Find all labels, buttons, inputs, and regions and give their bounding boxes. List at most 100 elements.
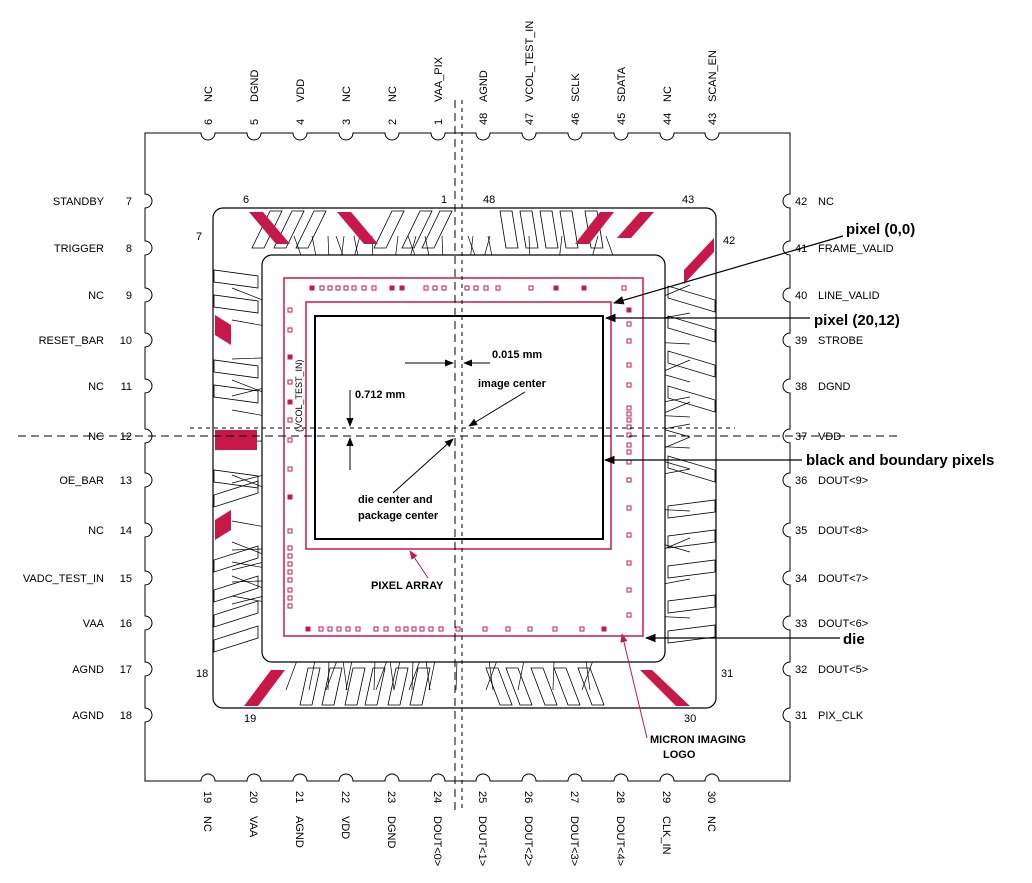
pin-label-43-scan-en: SCAN_EN [707, 50, 719, 102]
bond-finger-top-9 [539, 210, 559, 249]
pin-num-29: 29 [660, 791, 672, 803]
pin-num-11: 11 [121, 381, 132, 393]
die-pad-top-4 [335, 285, 341, 291]
die [261, 254, 666, 663]
pin-num-13: 13 [120, 475, 132, 487]
pin-label-17-agnd: AGND [72, 664, 104, 676]
pin-label-10-reset-bar: RESET_BAR [39, 335, 104, 347]
black-boundary-pixels [283, 277, 644, 637]
die-pad-right-18 [626, 587, 632, 593]
pin-num-47: 47 [524, 113, 536, 125]
pin-label-20-vaa: VAA [247, 816, 259, 838]
die-pad-bottom-18 [527, 626, 533, 632]
die-pad-right-12 [626, 449, 632, 455]
die-pad-left-4 [287, 379, 293, 385]
lead-red-left-1 [215, 315, 231, 345]
pixel-array-label: PIXEL ARRAY [371, 580, 444, 592]
annotations: (VCOL_TEST_IN) 0.015 mm 0.712 mm image c… [294, 221, 994, 761]
pin-num-27: 27 [568, 791, 580, 803]
die-pad-right-7 [626, 411, 632, 417]
pin-label-14-nc: NC [88, 525, 104, 537]
bond-finger-top-5 [401, 210, 433, 249]
offset-y-label: 0.712 mm [355, 389, 405, 401]
die-pad-top-2 [319, 285, 325, 291]
bond-finger-right-1 [667, 285, 716, 313]
pin-num-21: 21 [293, 791, 305, 803]
die-pad-bottom-10 [403, 626, 409, 632]
pin-num-36: 36 [795, 475, 807, 487]
die-pad-left-15 [287, 577, 293, 583]
pin-num-30: 30 [705, 791, 717, 803]
pin-num-5: 5 [249, 119, 261, 125]
pin-label-41-frame-valid: FRAME_VALID [818, 243, 894, 255]
bond-finger-top-1 [251, 210, 283, 249]
bond-finger-right-10 [667, 624, 716, 644]
pin-label-28-dout-4: DOUT<4> [614, 816, 626, 866]
pin-num-23: 23 [385, 791, 397, 803]
pin-num-2: 2 [387, 119, 399, 125]
active-pixel-array [314, 315, 604, 540]
pin-num-20: 20 [247, 791, 259, 803]
die-pad-left-2 [287, 327, 293, 333]
die-pad-left-16 [287, 587, 293, 593]
bond-finger-left-4 [213, 384, 259, 404]
pin-num-3: 3 [341, 119, 353, 125]
die-pad-bottom-9 [395, 626, 401, 632]
pin-num-46: 46 [570, 113, 582, 125]
die-pad-left-10 [287, 528, 293, 534]
bond-finger-left-1 [213, 269, 259, 289]
bond-finger-left-5 [213, 469, 259, 489]
pin-num-32: 32 [795, 664, 807, 676]
die-pad-right-16 [626, 532, 632, 538]
die-pad-bottom-20 [579, 626, 585, 632]
die-pad-right-10 [626, 432, 632, 438]
die-pad-left-8 [287, 466, 293, 472]
pin-label-22-vdd: VDD [339, 816, 351, 839]
pin-label-37-vdd: VDD [818, 431, 841, 443]
pin-num-28: 28 [614, 791, 626, 803]
logo-arrow [620, 633, 648, 739]
pin-label-7-standby: STANDBY [53, 196, 105, 208]
pin-label-30-nc: NC [705, 816, 717, 832]
pin-num-33: 33 [795, 618, 807, 630]
die-pad-left-12 [287, 553, 293, 559]
corner-num-6: 6 [243, 194, 249, 206]
pin-label-5-dgnd: DGND [249, 70, 261, 102]
die-pad-left-9 [287, 494, 293, 500]
pin-label-9-nc: NC [88, 290, 104, 302]
pin-num-48: 48 [478, 113, 490, 125]
bond-finger-bottom-9 [530, 667, 558, 706]
image-center-arrow [468, 391, 526, 427]
pin-num-25: 25 [476, 791, 488, 803]
corner-num-7: 7 [196, 231, 202, 243]
die-pad-bottom-14 [438, 626, 444, 632]
pin-num-31: 31 [795, 710, 807, 722]
lead-red-top-4 [617, 212, 654, 238]
pin-label-13-oe-bar: OE_BAR [59, 475, 104, 487]
black-boundary-label: black and boundary pixels [806, 452, 994, 469]
lead-red-top-3 [575, 212, 614, 244]
bond-finger-left-9 [213, 600, 259, 628]
die-pad-bottom-4 [336, 626, 342, 632]
bond-finger-right-5 [667, 455, 716, 483]
pin-num-15: 15 [120, 573, 132, 585]
die-pad-top-12 [432, 285, 438, 291]
pin-num-41: 41 [795, 243, 807, 255]
pin-label-31-pix-clk: PIX_CLK [818, 710, 864, 722]
pin-num-38: 38 [795, 381, 807, 393]
bond-finger-bottom-11 [577, 667, 605, 706]
pin-num-7: 7 [126, 196, 132, 208]
pin-label-19-nc: NC [201, 816, 213, 832]
pin-label-25-dout-1: DOUT<1> [476, 816, 488, 866]
logo-label-2: LOGO [663, 749, 696, 761]
bond-finger-right-3 [667, 350, 716, 378]
bond-finger-right-9 [667, 594, 716, 614]
bond-finger-left-8 [213, 575, 259, 603]
lead-red-bottom-2 [640, 670, 690, 706]
die-pad-top-18 [528, 285, 534, 291]
die-pad-right-5 [626, 382, 632, 388]
die-pad-top-5 [343, 285, 349, 291]
die-pad-left-7 [287, 437, 293, 443]
pixel-00-label: pixel (0,0) [846, 221, 915, 238]
